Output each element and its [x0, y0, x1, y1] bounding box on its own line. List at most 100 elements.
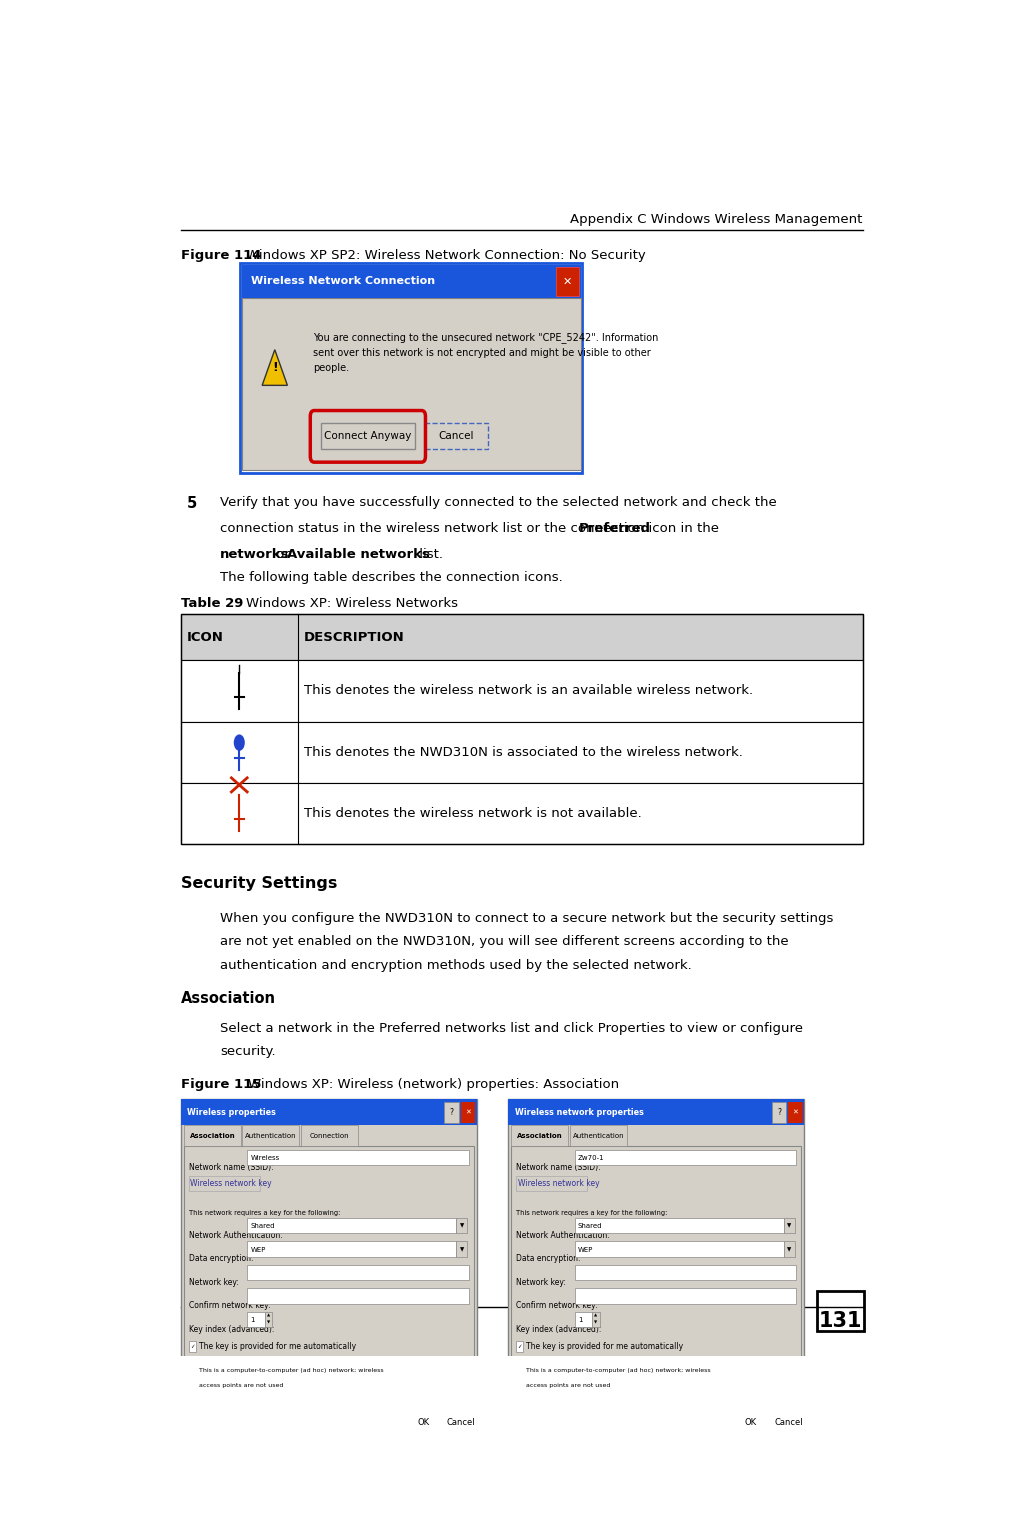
Bar [181, 614, 862, 660]
Text: ✓: ✓ [190, 1344, 194, 1349]
Text: OK: OK [417, 1417, 430, 1426]
Text: Network name (SSID):: Network name (SSID): [188, 1163, 274, 1172]
Text: This network requires a key for the following:: This network requires a key for the foll… [516, 1210, 668, 1216]
Text: ✕: ✕ [465, 1109, 471, 1116]
Text: ICON: ICON [187, 631, 224, 643]
Text: ▼: ▼ [787, 1224, 791, 1228]
Text: list.: list. [415, 547, 443, 561]
Text: ▲: ▲ [595, 1314, 598, 1317]
Text: This is a computer-to-computer (ad hoc) network; wireless: This is a computer-to-computer (ad hoc) … [200, 1369, 384, 1373]
Text: Network name (SSID):: Network name (SSID): [516, 1163, 601, 1172]
Text: Wireless network properties: Wireless network properties [515, 1108, 643, 1117]
Text: Available networks: Available networks [287, 547, 431, 561]
Bar [240, 262, 582, 472]
Bar [425, 424, 488, 450]
Text: Wireless network key: Wireless network key [518, 1180, 600, 1189]
Text: DESCRIPTION: DESCRIPTION [304, 631, 405, 643]
Text: ✕: ✕ [793, 1109, 798, 1116]
Bar [771, 1411, 805, 1433]
Text: This is a computer-to-computer (ad hoc) network; wireless: This is a computer-to-computer (ad hoc) … [526, 1369, 712, 1373]
Bar [508, 1099, 804, 1125]
Bar [574, 1288, 796, 1303]
Bar [247, 1218, 456, 1233]
Text: Appendix C Windows Wireless Management: Appendix C Windows Wireless Management [570, 213, 862, 226]
Bar [181, 1099, 476, 1125]
Bar [184, 1125, 241, 1146]
Bar [188, 1341, 195, 1352]
Text: !: ! [272, 361, 278, 375]
Text: You are connecting to the unsecured network "CPE_5242". Information: You are connecting to the unsecured netw… [313, 332, 658, 343]
Bar [301, 1125, 357, 1146]
Text: ✓: ✓ [517, 1344, 522, 1349]
Text: 1: 1 [250, 1317, 254, 1323]
Text: This denotes the wireless network is not available.: This denotes the wireless network is not… [304, 806, 641, 820]
Text: The following table describes the connection icons.: The following table describes the connec… [220, 572, 563, 584]
Text: Association: Association [181, 992, 276, 1006]
Bar [574, 1149, 796, 1164]
Text: Key index (advanced):: Key index (advanced): [188, 1324, 274, 1334]
Text: Shared: Shared [578, 1224, 603, 1228]
Text: ?: ? [777, 1108, 781, 1117]
Text: Confirm network key:: Confirm network key: [188, 1301, 271, 1311]
Text: Network Authentication:: Network Authentication: [188, 1231, 283, 1241]
Text: Wireless Network Connection: Wireless Network Connection [251, 276, 436, 287]
Text: Windows XP SP2: Wireless Network Connection: No Security: Windows XP SP2: Wireless Network Connect… [245, 248, 645, 262]
Bar [788, 1102, 802, 1123]
Text: Confirm network key:: Confirm network key: [516, 1301, 598, 1311]
Text: people.: people. [313, 363, 349, 373]
Text: Association: Association [517, 1132, 563, 1138]
Text: ✕: ✕ [563, 276, 572, 287]
Bar [241, 265, 581, 297]
Text: Wireless: Wireless [250, 1155, 280, 1161]
Text: or: or [273, 547, 294, 561]
Text: Figure 114: Figure 114 [181, 248, 262, 262]
Text: Figure 115: Figure 115 [181, 1079, 262, 1091]
Text: networks: networks [220, 547, 290, 561]
Text: This denotes the NWD310N is associated to the wireless network.: This denotes the NWD310N is associated t… [304, 745, 743, 759]
Bar [241, 297, 581, 471]
Text: security.: security. [220, 1045, 276, 1058]
Text: 1: 1 [578, 1317, 582, 1323]
Bar [508, 1099, 804, 1440]
Text: Network key:: Network key: [516, 1277, 566, 1286]
Text: Connect Anyway: Connect Anyway [324, 431, 411, 442]
Bar [735, 1411, 767, 1433]
Text: ▼: ▼ [460, 1247, 464, 1253]
Text: WEP: WEP [250, 1247, 266, 1253]
Text: Network key:: Network key: [188, 1277, 238, 1286]
Text: sent over this network is not encrypted and might be visible to other: sent over this network is not encrypted … [313, 347, 651, 358]
Bar [188, 1364, 195, 1375]
Text: Security Settings: Security Settings [181, 876, 337, 892]
Text: Data encryption:: Data encryption: [188, 1254, 253, 1263]
Text: Wireless properties: Wireless properties [187, 1108, 276, 1117]
Text: The key is provided for me automatically: The key is provided for me automatically [526, 1343, 683, 1352]
Text: Cancel: Cancel [439, 431, 474, 442]
Text: access points are not used: access points are not used [526, 1384, 611, 1388]
Text: are not yet enabled on the NWD310N, you will see different screens according to : are not yet enabled on the NWD310N, you … [220, 936, 789, 948]
Circle shape [234, 735, 244, 751]
Text: Preferred: Preferred [578, 523, 651, 535]
Text: Shared: Shared [250, 1224, 275, 1228]
Text: Connection: Connection [309, 1132, 349, 1138]
Text: Cancel: Cancel [774, 1417, 803, 1426]
Bar [772, 1102, 786, 1123]
Text: OK: OK [744, 1417, 756, 1426]
Text: This denotes the wireless network is an available wireless network.: This denotes the wireless network is an … [304, 684, 753, 698]
Text: ▼: ▼ [460, 1224, 464, 1228]
Text: Key index (advanced):: Key index (advanced): [516, 1324, 602, 1334]
Bar [181, 721, 862, 782]
Text: The key is provided for me automatically: The key is provided for me automatically [200, 1343, 356, 1352]
Bar [816, 1291, 864, 1330]
Bar [445, 1102, 458, 1123]
Bar [591, 1312, 600, 1327]
Text: ▼: ▼ [595, 1320, 598, 1324]
Text: Windows XP: Wireless Networks: Windows XP: Wireless Networks [246, 597, 458, 610]
Bar [247, 1312, 265, 1327]
Bar [557, 267, 578, 296]
Bar [456, 1218, 467, 1233]
Text: Network Authentication:: Network Authentication: [516, 1231, 610, 1241]
Bar [265, 1312, 273, 1327]
Bar [181, 1099, 476, 1440]
Bar [570, 1125, 627, 1146]
Bar [574, 1265, 796, 1280]
